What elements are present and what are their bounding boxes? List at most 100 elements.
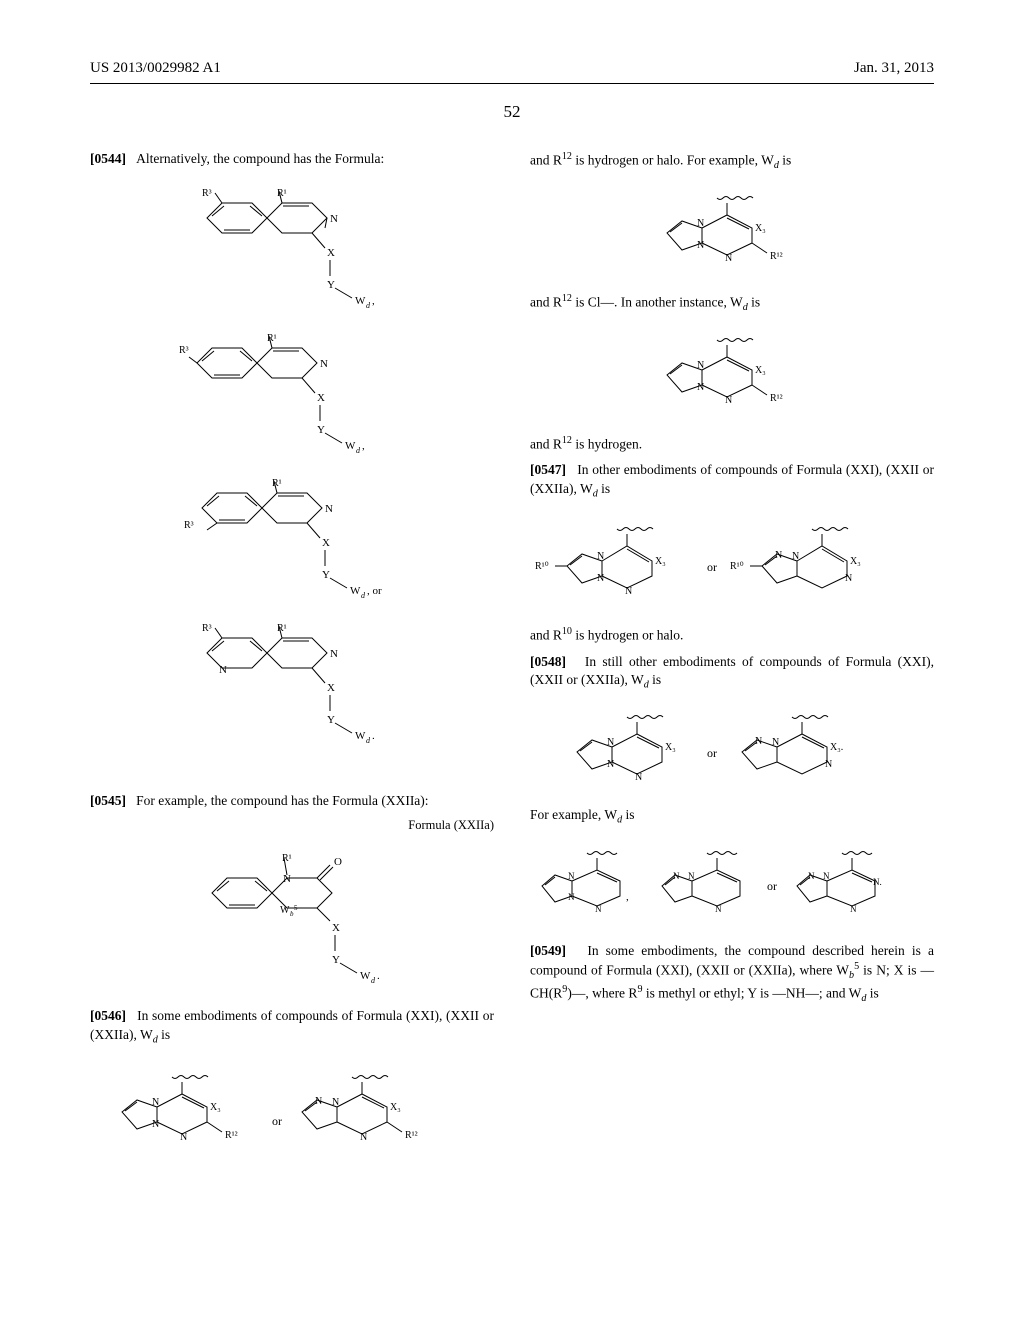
svg-text:or: or: [767, 879, 777, 893]
formula-label: Formula (XXIIa): [90, 818, 494, 833]
molecule-wd-b: N N X₃ N R¹²: [647, 325, 817, 420]
svg-text:N: N: [568, 871, 575, 881]
svg-text:N: N: [180, 1132, 187, 1143]
svg-text:N: N: [850, 904, 857, 914]
svg-text:R¹: R¹: [267, 333, 277, 344]
para-0544: [0544] Alternatively, the compound has t…: [90, 150, 494, 168]
header-rule: [90, 83, 934, 84]
svg-text:N: N: [360, 1132, 367, 1143]
svg-text:R³: R³: [202, 623, 212, 634]
svg-text:or: or: [707, 560, 717, 574]
para-ref: [0549]: [530, 943, 566, 958]
svg-text:X₃: X₃: [850, 556, 861, 567]
svg-text:N: N: [219, 664, 227, 676]
svg-text:X₃.: X₃.: [830, 742, 843, 753]
svg-text:N: N: [823, 871, 830, 881]
svg-text:N: N: [697, 240, 704, 251]
svg-text:N: N: [808, 871, 815, 881]
svg-text:.: .: [372, 730, 375, 742]
svg-text:R³: R³: [184, 520, 194, 531]
svg-text:N: N: [845, 573, 852, 584]
svg-text:R³: R³: [179, 345, 189, 356]
para-text: Alternatively, the compound has the Form…: [136, 151, 384, 166]
page: US 2013/0029982 A1 Jan. 31, 2013 52 [054…: [0, 0, 1024, 1320]
svg-text:N: N: [775, 550, 782, 561]
svg-text:5: 5: [294, 904, 298, 912]
para-ref: [0548]: [530, 654, 566, 669]
svg-text:X₃: X₃: [210, 1102, 221, 1113]
svg-text:,: ,: [372, 295, 375, 307]
svg-text:X: X: [322, 537, 330, 549]
svg-text:N: N: [715, 904, 722, 914]
svg-text:R¹⁰: R¹⁰: [730, 561, 744, 572]
svg-text:X: X: [332, 922, 340, 934]
svg-text:O: O: [334, 856, 342, 868]
molecule-wd-pair-1: N N X₃ N R¹² or N N: [102, 1057, 482, 1157]
para-0545: [0545] For example, the compound has the…: [90, 792, 494, 810]
svg-text:W: W: [360, 970, 371, 982]
svg-text:X: X: [327, 247, 335, 259]
svg-text:N: N: [330, 648, 338, 660]
para-0548: [0548] In still other embodiments of com…: [530, 653, 934, 693]
header-right: Jan. 31, 2013: [854, 60, 934, 77]
svg-text:Y: Y: [332, 954, 340, 966]
svg-text:W: W: [350, 585, 361, 597]
svg-text:N: N: [597, 573, 604, 584]
svg-text:R¹²: R¹²: [770, 251, 783, 262]
svg-text:Y: Y: [327, 714, 335, 726]
svg-text:N: N: [595, 904, 602, 914]
svg-text:d: d: [361, 591, 366, 600]
svg-text:d: d: [366, 736, 371, 745]
page-number: 52: [90, 102, 934, 122]
para-ref: [0546]: [90, 1008, 126, 1023]
svg-text:N: N: [697, 382, 704, 393]
svg-text:X₃: X₃: [390, 1102, 401, 1113]
svg-text:N: N: [607, 759, 614, 770]
molecule-wd-a: N N X₃ N R¹²: [647, 183, 817, 278]
svg-text:R³: R³: [202, 188, 212, 199]
line-example-wd: For example, Wd is: [530, 806, 934, 827]
molecule-wd-triple: N N N , N N N or: [532, 838, 932, 928]
line-r12-halo: and R12 is hydrogen or halo. For example…: [530, 150, 934, 173]
columns: [0544] Alternatively, the compound has t…: [90, 150, 934, 1171]
line-r12-h: and R12 is hydrogen.: [530, 434, 934, 454]
svg-text:d: d: [371, 976, 376, 985]
svg-text:Y: Y: [327, 279, 335, 291]
left-column: [0544] Alternatively, the compound has t…: [90, 150, 494, 1171]
line-r10: and R10 is hydrogen or halo.: [530, 625, 934, 645]
svg-text:W: W: [345, 440, 356, 452]
line-r12-cl: and R12 is Cl—. In another instance, Wd …: [530, 292, 934, 315]
molecule-set-1: N R³ R¹ X Y W d ,: [157, 178, 427, 778]
svg-text:N: N: [725, 253, 732, 264]
svg-text:X: X: [317, 392, 325, 404]
svg-text:N: N: [625, 586, 632, 597]
svg-text:R¹: R¹: [277, 623, 287, 634]
svg-text:.: .: [377, 970, 380, 982]
svg-text:,: ,: [362, 440, 365, 452]
svg-text:,: ,: [626, 891, 629, 903]
para-0546: [0546] In some embodiments of compounds …: [90, 1007, 494, 1047]
molecule-wd-pair-x3: N N X₃ N or N N X₃.: [562, 702, 902, 792]
svg-text:N: N: [635, 772, 642, 783]
svg-text:Y: Y: [322, 569, 330, 581]
svg-text:N: N: [315, 1096, 322, 1107]
svg-text:N: N: [755, 736, 762, 747]
svg-text:X₃: X₃: [665, 742, 676, 753]
para-0549: [0549] In some embodiments, the compound…: [530, 942, 934, 1006]
svg-text:R¹: R¹: [277, 188, 287, 199]
svg-text:W: W: [280, 905, 290, 916]
svg-text:N.: N.: [873, 877, 882, 887]
molecule-wd-pair-r10: R¹⁰ N N X₃ N or R¹⁰: [532, 511, 932, 611]
para-0547: [0547] In other embodiments of compounds…: [530, 461, 934, 501]
svg-text:, or: , or: [367, 585, 382, 597]
para-text: In some embodiments of compounds of Form…: [90, 1008, 494, 1041]
svg-text:X₃: X₃: [755, 365, 766, 376]
svg-text:d: d: [366, 301, 371, 310]
svg-text:or: or: [707, 746, 717, 760]
svg-text:Y: Y: [317, 424, 325, 436]
header-left: US 2013/0029982 A1: [90, 60, 221, 77]
para-ref: [0544]: [90, 151, 126, 166]
sub-d: d: [153, 1034, 158, 1045]
svg-text:N: N: [688, 871, 695, 881]
svg-text:X₃: X₃: [755, 223, 766, 234]
